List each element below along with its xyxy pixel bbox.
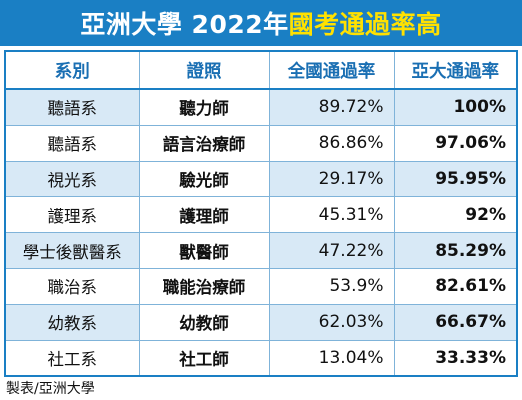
cell-asia-rate: 92%	[394, 196, 516, 234]
cell-license: 獸醫師	[139, 232, 270, 269]
table-row: 幼教系 幼教師 62.03% 66.67%	[6, 304, 516, 341]
header-national-rate: 全國通過率	[269, 52, 395, 90]
cell-asia-rate: 95.95%	[394, 161, 516, 198]
header-license: 證照	[139, 52, 270, 90]
cell-asia-rate: 85.29%	[394, 232, 516, 269]
table-row: 護理系 護理師 45.31% 92%	[6, 196, 516, 234]
cell-dept: 視光系	[6, 161, 140, 198]
cell-national-rate: 86.86%	[269, 125, 395, 162]
cell-license: 社工師	[139, 340, 270, 376]
cell-national-rate: 62.03%	[269, 304, 395, 341]
title-highlight: 國考通過率高	[288, 10, 442, 39]
cell-license: 職能治療師	[139, 268, 270, 305]
cell-license: 幼教師	[139, 304, 270, 341]
table-row: 學士後獸醫系 獸醫師 47.22% 85.29%	[6, 232, 516, 269]
pass-rate-table: 系別 證照 全國通過率 亞大通過率 聽語系 聽力師 89.72% 100% 聽語…	[4, 50, 518, 378]
cell-license: 聽力師	[139, 89, 270, 126]
cell-dept: 職治系	[6, 268, 140, 305]
title-university-year: 亞洲大學 2022年	[80, 10, 289, 39]
table-row: 視光系 驗光師 29.17% 95.95%	[6, 161, 516, 198]
cell-license: 護理師	[139, 196, 270, 234]
cell-national-rate: 53.9%	[269, 268, 395, 305]
table-row: 職治系 職能治療師 53.9% 82.61%	[6, 268, 516, 305]
cell-national-rate: 47.22%	[269, 232, 395, 269]
cell-asia-rate: 33.33%	[435, 347, 506, 368]
table-row: 聽語系 聽力師 89.72% 100%	[6, 89, 516, 126]
header-asia-rate: 亞大通過率	[394, 52, 516, 90]
cell-national-rate: 13.04%	[269, 340, 395, 376]
cell-dept: 幼教系	[6, 304, 140, 341]
cell-national-rate: 89.72%	[269, 89, 395, 126]
cell-national-rate: 29.17%	[269, 161, 395, 198]
cell-asia-rate: 66.67%	[394, 304, 516, 341]
table-row: 社工系 社工師 13.04% 33.33%	[6, 340, 516, 376]
cell-asia-rate: 97.06%	[394, 125, 516, 162]
cell-dept: 學士後獸醫系	[6, 232, 140, 269]
cell-dept: 聽語系	[6, 89, 140, 126]
cell-dept: 聽語系	[6, 125, 140, 162]
cell-national-rate: 45.31%	[269, 196, 395, 234]
cell-asia-rate: 82.61%	[394, 268, 516, 305]
source-caption: 製表/亞洲大學	[6, 381, 95, 397]
cell-dept: 護理系	[6, 196, 140, 234]
title-banner: 亞洲大學 2022年 國考通過率高	[0, 0, 522, 46]
cell-dept: 社工系	[6, 340, 140, 376]
table-header-row: 系別 證照 全國通過率 亞大通過率	[6, 52, 516, 90]
cell-license: 驗光師	[139, 161, 270, 198]
cell-asia-rate: 100%	[394, 89, 516, 126]
cell-license: 語言治療師	[139, 125, 270, 162]
table-row: 聽語系 語言治療師 86.86% 97.06%	[6, 125, 516, 162]
header-dept: 系別	[6, 52, 140, 90]
